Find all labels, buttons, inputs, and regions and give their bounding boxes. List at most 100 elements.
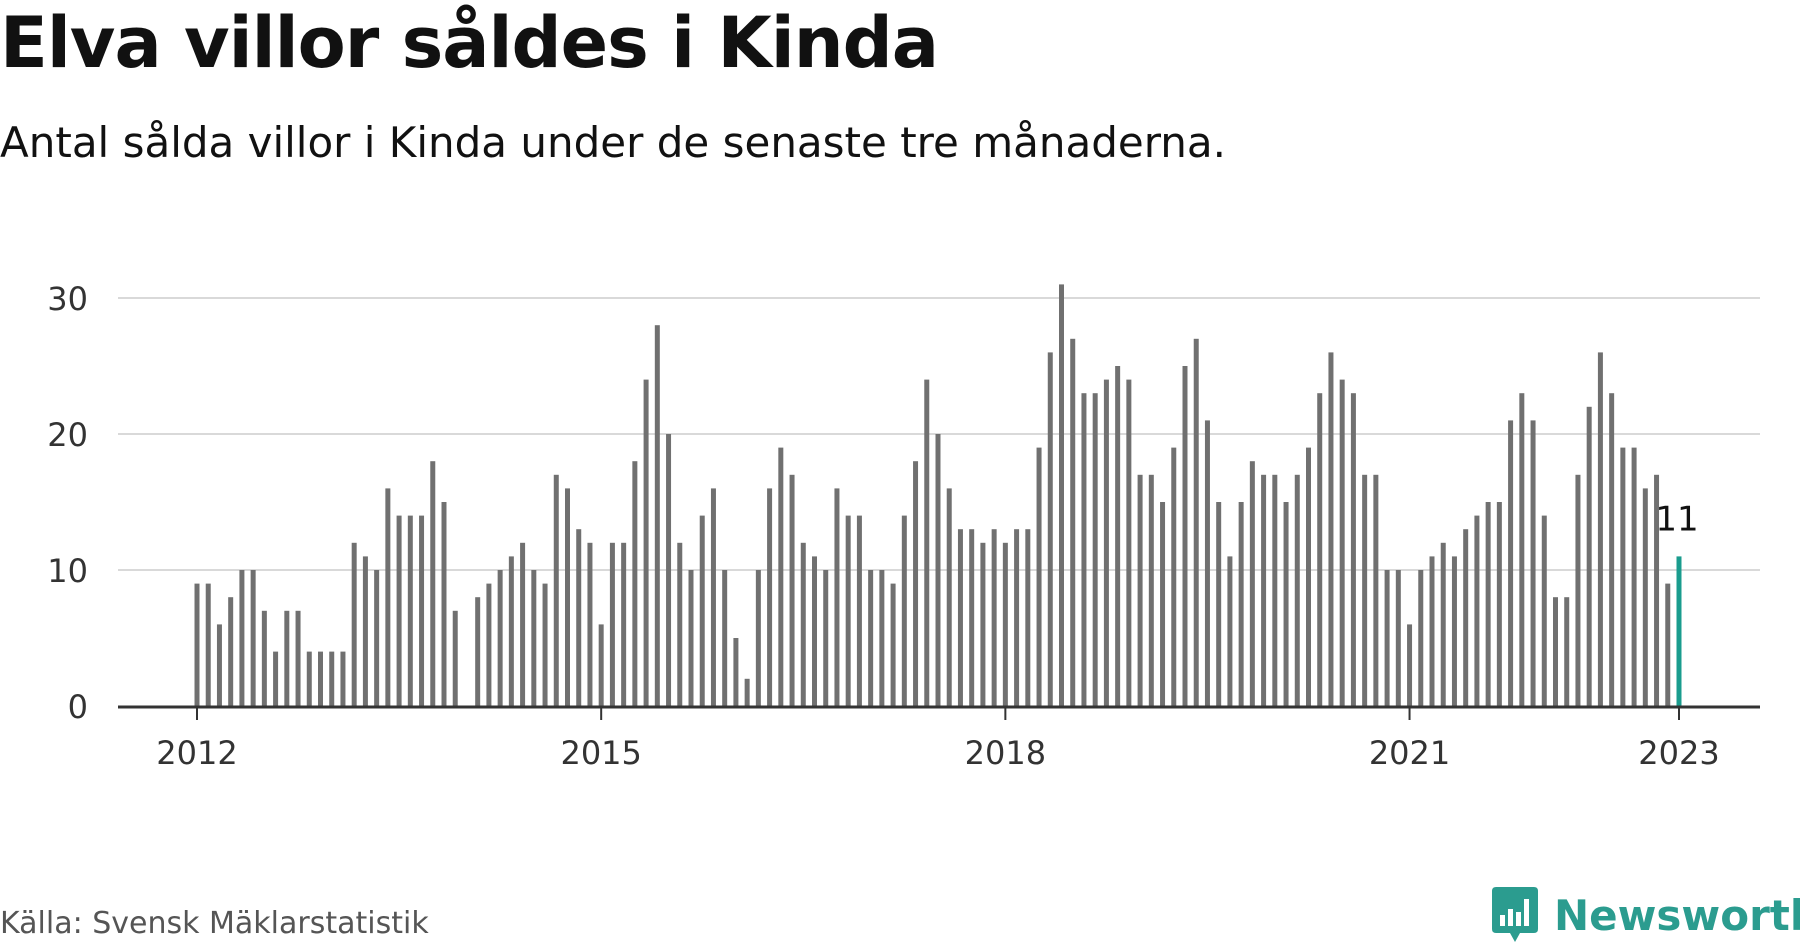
bar (1261, 474, 1267, 706)
bar (351, 542, 357, 706)
bar (1609, 393, 1615, 706)
bar (1451, 556, 1457, 706)
bar (935, 434, 941, 706)
bar (609, 542, 615, 706)
bar (1025, 529, 1031, 706)
bar (800, 542, 806, 706)
bar-highlight (1676, 556, 1682, 706)
bar (913, 461, 919, 706)
bar (497, 570, 503, 706)
bar (1070, 338, 1076, 706)
bar (261, 610, 267, 706)
bar (744, 678, 750, 706)
bar (508, 556, 514, 706)
bar (1047, 352, 1053, 706)
bar (565, 488, 570, 706)
bar (980, 542, 986, 706)
bar (845, 515, 851, 706)
bar (1092, 393, 1098, 706)
bar (374, 570, 380, 706)
bar (1564, 597, 1570, 706)
bar (677, 542, 683, 706)
bar (1654, 474, 1660, 706)
bar (1059, 284, 1064, 706)
y-tick-label: 30 (47, 280, 88, 318)
bar (486, 583, 492, 706)
bar (1002, 542, 1008, 706)
bar (1306, 447, 1311, 706)
bar (1137, 474, 1143, 706)
bar (722, 570, 728, 706)
bar (924, 379, 930, 706)
bar (1597, 352, 1603, 706)
bar (1249, 461, 1255, 706)
bar (1553, 597, 1558, 706)
latest-value-label: 11 (1655, 499, 1698, 539)
bar (542, 583, 548, 706)
brand-logo: Newsworthy (1490, 887, 1800, 943)
x-tick-label: 2012 (156, 734, 237, 772)
bar (531, 570, 537, 706)
bar (385, 488, 391, 706)
bar (621, 542, 627, 706)
bar (430, 461, 436, 706)
bar (452, 610, 458, 706)
bar (1395, 570, 1401, 706)
bar (699, 515, 705, 706)
bar (205, 583, 211, 706)
bar (441, 502, 447, 706)
bar (666, 434, 672, 706)
bar (1339, 379, 1345, 706)
y-tick-label: 10 (47, 552, 88, 590)
bar (879, 570, 885, 706)
bar (284, 610, 290, 706)
bar (228, 597, 234, 706)
source-note: Källa: Svensk Mäklarstatistik (0, 906, 429, 941)
newsworthy-logo-icon (1492, 887, 1538, 942)
bar (710, 488, 716, 706)
bar (1081, 393, 1087, 706)
bar (1519, 393, 1525, 706)
brand-name: Newsworthy (1554, 890, 1800, 940)
bar (1474, 515, 1480, 706)
bar (1115, 366, 1121, 706)
bar (778, 447, 784, 706)
bar (1463, 529, 1469, 706)
bar (1283, 502, 1289, 706)
y-axis-labels: 0 10 20 30 (47, 280, 88, 726)
bar (868, 570, 874, 706)
bar (216, 624, 222, 706)
bar (1328, 352, 1334, 706)
annotation: 11 (1655, 499, 1698, 539)
bar (1407, 624, 1413, 706)
bar (1485, 502, 1491, 706)
bar (1014, 529, 1020, 706)
bar (1429, 556, 1435, 706)
bar (1294, 474, 1300, 706)
bar (1373, 474, 1379, 706)
bar (475, 597, 481, 706)
chart-subtitle: Antal sålda villor i Kinda under de sena… (0, 118, 1226, 167)
bar (1160, 502, 1166, 706)
bar (632, 461, 638, 706)
bar (576, 529, 582, 706)
bar (1204, 420, 1210, 706)
x-tick-label: 2021 (1369, 734, 1450, 772)
bar (901, 515, 907, 706)
bar (1642, 488, 1648, 706)
bar (340, 651, 346, 706)
bars (194, 284, 1682, 706)
bar (654, 325, 660, 706)
bar (318, 651, 323, 706)
bar (553, 474, 559, 706)
bar (419, 515, 425, 706)
bar (1362, 474, 1368, 706)
bar (407, 515, 413, 706)
y-tick-label: 0 (68, 688, 88, 726)
bar (295, 610, 301, 706)
bar (1586, 406, 1592, 706)
x-tick-label: 2015 (560, 734, 641, 772)
bar (1148, 474, 1154, 706)
bar (1317, 393, 1323, 706)
bar (273, 651, 279, 706)
